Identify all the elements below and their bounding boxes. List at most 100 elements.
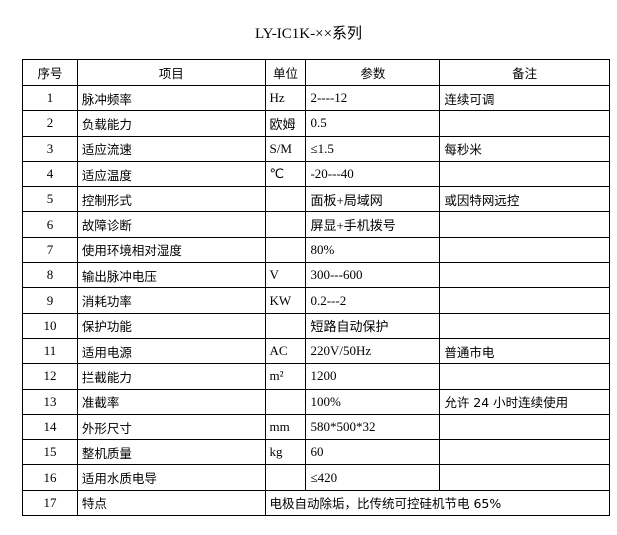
- row-item: 准截率: [76, 388, 266, 415]
- row-param: 220V/50Hz: [305, 337, 441, 365]
- header-unit: 单位: [264, 59, 307, 86]
- row-param: 0.5: [305, 110, 441, 137]
- row-param: ≤420: [305, 464, 441, 491]
- row-note: [439, 413, 610, 441]
- row-param: 300---600: [305, 262, 441, 289]
- header-param: 参数: [305, 59, 441, 86]
- table-header-row: 序号 项目 单位 参数 备注: [22, 59, 610, 86]
- table-row: 15 整机质量 kg 60: [22, 439, 610, 466]
- table-row: 8 输出脉冲电压 V 300---600: [22, 262, 610, 289]
- row-number: 1: [22, 84, 78, 112]
- row-note: 连续可调: [439, 84, 610, 112]
- row-item: 适用电源: [76, 337, 266, 365]
- row-note: [439, 236, 610, 264]
- table-row: 11 适用电源 AC 220V/50Hz 普通市电: [22, 337, 610, 365]
- row-param: 面板+局域网: [305, 186, 441, 213]
- header-no: 序号: [22, 59, 78, 86]
- document-title: LY-IC1K-××系列: [254, 26, 363, 42]
- row-number: 3: [22, 135, 78, 162]
- table-row: 5 控制形式 面板+局域网 或因特网远控: [22, 186, 610, 213]
- row-item: 使用环境相对湿度: [76, 236, 266, 264]
- table-row: 10 保护功能 短路自动保护: [22, 312, 610, 339]
- row-unit: Hz: [264, 84, 307, 112]
- row-number: 4: [22, 160, 78, 188]
- row-unit: [264, 464, 307, 491]
- row-unit: [264, 312, 307, 339]
- row-number: 6: [22, 211, 78, 238]
- row-unit: kg: [264, 439, 307, 466]
- row-param: 0.2---2: [305, 287, 441, 314]
- table-row: 9 消耗功率 KW 0.2---2: [22, 287, 610, 314]
- table-row: 7 使用环境相对湿度 80%: [22, 236, 610, 264]
- row-item: 特点: [76, 489, 266, 517]
- row-note: [439, 363, 610, 390]
- row-param: 80%: [305, 236, 441, 264]
- row-unit: [264, 388, 307, 415]
- row-unit: S/M: [264, 135, 307, 162]
- header-note: 备注: [439, 59, 610, 86]
- table-row: 13 准截率 100% 允许 24 小时连续使用: [22, 388, 610, 415]
- row-unit: [264, 211, 307, 238]
- row-note: [439, 160, 610, 188]
- spec-table: 序号 项目 单位 参数 备注 1 脉冲频率 Hz 2----12 连续可调 2 负载能力 欧姆…: [22, 59, 610, 517]
- row-number: 7: [22, 236, 78, 264]
- row-note: 或因特网远控: [439, 186, 610, 213]
- table-row: 17 特点 电极自动除垢，比传统可控硅机节电 65%: [22, 489, 610, 517]
- row-item: 适用水质电导: [76, 464, 266, 491]
- table-row: 12 拦截能力 m² 1200: [22, 363, 610, 390]
- row-number: 14: [22, 413, 78, 441]
- row-number: 13: [22, 388, 78, 415]
- table-row: 6 故障诊断 屏显+手机拨号: [22, 211, 610, 238]
- row-number: 5: [22, 186, 78, 213]
- row-number: 16: [22, 464, 78, 491]
- row-unit: V: [264, 262, 307, 289]
- row-item: 消耗功率: [76, 287, 266, 314]
- row-note: [439, 312, 610, 339]
- row-param: 屏显+手机拨号: [305, 211, 441, 238]
- row-item: 拦截能力: [76, 363, 266, 390]
- row-unit: m²: [264, 363, 307, 390]
- row-item: 输出脉冲电压: [76, 262, 266, 289]
- row-param: 1200: [305, 363, 441, 390]
- row-param: 580*500*32: [305, 413, 441, 441]
- table-row: 1 脉冲频率 Hz 2----12 连续可调: [22, 84, 610, 112]
- row-number: 15: [22, 439, 78, 466]
- table-row: 2 负载能力 欧姆 0.5: [22, 110, 610, 137]
- table-row: 16 适用水质电导 ≤420: [22, 464, 610, 491]
- row-note: 允许 24 小时连续使用: [439, 388, 610, 415]
- row-item: 外形尺寸: [76, 413, 266, 441]
- row-item: 控制形式: [76, 186, 266, 213]
- row-param: 短路自动保护: [305, 312, 441, 339]
- table-row: 14 外形尺寸 mm 580*500*32: [22, 413, 610, 441]
- row-unit: AC: [264, 337, 307, 365]
- row-unit: [264, 186, 307, 213]
- row-param: 2----12: [305, 84, 441, 112]
- row-param: 100%: [305, 388, 441, 415]
- header-item: 项目: [76, 59, 266, 86]
- row-item: 保护功能: [76, 312, 266, 339]
- row-note: [439, 211, 610, 238]
- row-note: [439, 262, 610, 289]
- row-param: -20---40: [305, 160, 441, 188]
- row-unit: ℃: [264, 160, 307, 188]
- table-row: 4 适应温度 ℃ -20---40: [22, 160, 610, 188]
- row-item: 脉冲频率: [76, 84, 266, 112]
- row-item: 适应流速: [76, 135, 266, 162]
- row-item: 适应温度: [76, 160, 266, 188]
- row-unit: [264, 236, 307, 264]
- table-row: 3 适应流速 S/M ≤1.5 每秒米: [22, 135, 610, 162]
- row-item: 故障诊断: [76, 211, 266, 238]
- row-number: 9: [22, 287, 78, 314]
- row-note: [439, 287, 610, 314]
- row-param: 60: [305, 439, 441, 466]
- row-note: [439, 464, 610, 491]
- row-note: [439, 110, 610, 137]
- row-feature-value: 电极自动除垢，比传统可控硅机节电 65%: [264, 489, 610, 517]
- row-note: 每秒米: [439, 135, 610, 162]
- row-number: 11: [22, 337, 78, 365]
- row-unit: KW: [264, 287, 307, 314]
- row-number: 2: [22, 110, 78, 137]
- row-unit: mm: [264, 413, 307, 441]
- row-param: ≤1.5: [305, 135, 441, 162]
- row-item: 整机质量: [76, 439, 266, 466]
